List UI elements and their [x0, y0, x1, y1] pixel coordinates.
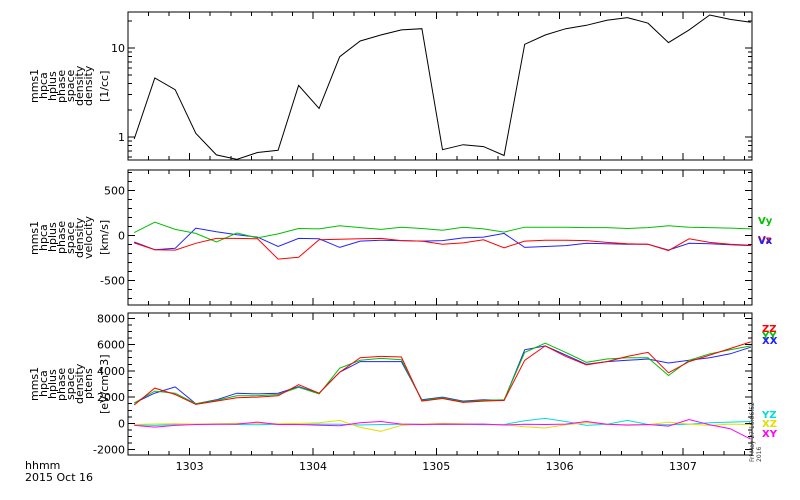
y-axis-unit-density: [1/cc]	[98, 70, 111, 102]
svg-text:500: 500	[104, 185, 125, 198]
series-label-vz: Vz	[758, 235, 772, 246]
series-label-vy: Vy	[758, 216, 773, 227]
series-label-vx: Vx	[758, 236, 773, 247]
series-label-yy: YY	[762, 331, 777, 342]
series-label-xz: XZ	[762, 419, 777, 430]
y-axis-unit-velocity: [km/s]	[98, 219, 111, 256]
svg-text:-500: -500	[100, 275, 125, 288]
y-axis-label-velocity: mms1 hpca hplus phase space density velo…	[28, 216, 95, 259]
svg-text:0: 0	[118, 417, 125, 430]
series-label-xy: XY	[762, 429, 777, 440]
svg-text:10: 10	[111, 42, 125, 55]
svg-text:1305: 1305	[422, 460, 450, 473]
x-axis-date: 2015 Oct 16	[25, 471, 94, 484]
series-label-xx: XX	[762, 336, 778, 347]
creation-timestamp: Fri May 27 16:06:52 2016	[749, 402, 763, 462]
y-axis-label-density: mms1 hpca hplus phase space density dens…	[28, 65, 95, 107]
svg-text:1303: 1303	[176, 460, 204, 473]
svg-text:1304: 1304	[299, 460, 327, 473]
svg-text:2000: 2000	[97, 391, 125, 404]
y-axis-unit-ptens: [eV/cm^3]	[98, 354, 111, 414]
svg-text:1307: 1307	[669, 460, 697, 473]
svg-text:-2000: -2000	[93, 444, 125, 457]
svg-text:6000: 6000	[97, 339, 125, 352]
svg-text:1306: 1306	[546, 460, 574, 473]
svg-text:4000: 4000	[97, 365, 125, 378]
y-axis-label-ptens: mms1 hpca hplus phase space density pten…	[28, 363, 95, 405]
series-label-yz: YZ	[762, 410, 777, 421]
svg-text:0: 0	[118, 230, 125, 243]
svg-text:1: 1	[118, 131, 125, 144]
svg-text:8000: 8000	[97, 312, 125, 325]
x-axis-label: hhmm	[25, 459, 61, 472]
series-label-zz: ZZ	[762, 324, 777, 335]
